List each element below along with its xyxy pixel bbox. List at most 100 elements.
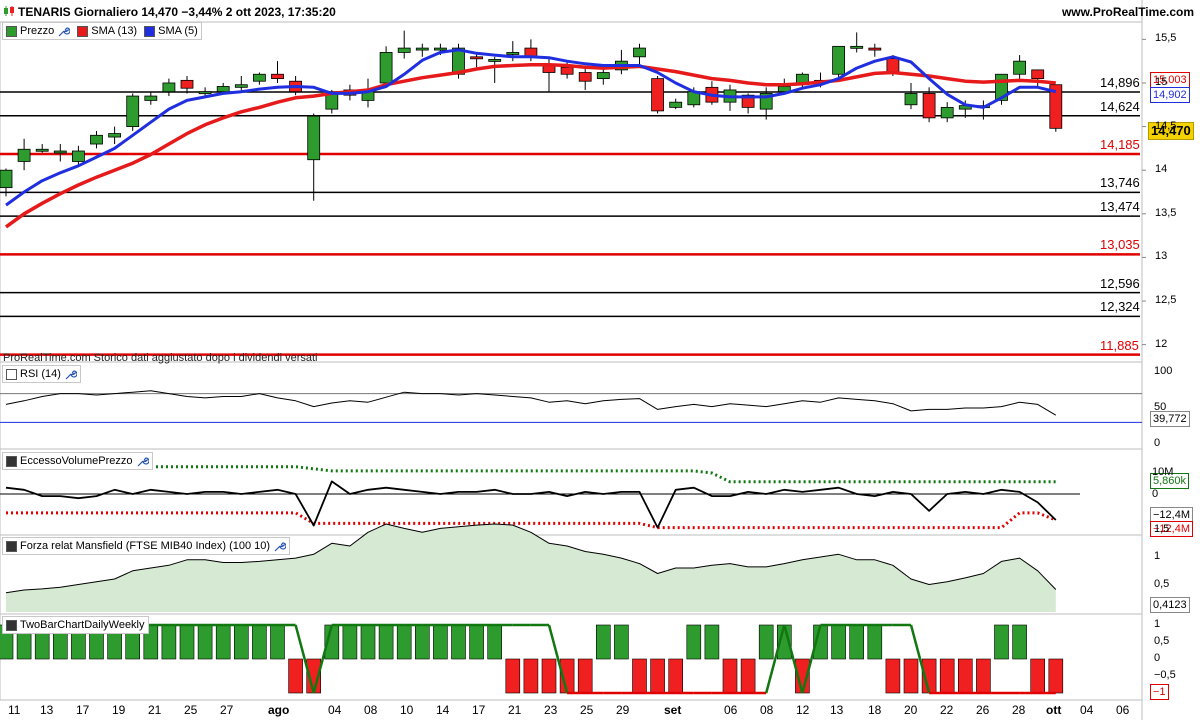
twobar-swatch xyxy=(6,619,17,631)
twobar-bar xyxy=(704,624,720,660)
candle-body xyxy=(216,86,230,93)
twobar-axis-tick: 0 xyxy=(1154,652,1161,664)
twobar-weekly-line xyxy=(312,624,334,694)
candle-body xyxy=(868,47,882,51)
twobar-last-tag: −1 xyxy=(1150,684,1169,700)
mansfield-area xyxy=(6,524,1056,612)
candle-body xyxy=(651,78,664,112)
level-label: 13,746 xyxy=(1100,175,1140,191)
twobar-bar xyxy=(686,624,702,660)
x-axis-label: 21 xyxy=(508,703,522,717)
twobar-axis-tick: −0,5 xyxy=(1154,669,1176,681)
wrench-icon[interactable] xyxy=(64,368,77,381)
candle-body xyxy=(379,52,393,84)
x-axis-label: 06 xyxy=(1116,703,1130,717)
twobar-axis-tick: 1 xyxy=(1154,618,1161,630)
x-axis-label: set xyxy=(664,703,682,717)
chart-header: TENARIS Giornaliero 14,470 −3,44% 2 ott … xyxy=(0,0,1200,22)
price-legend[interactable]: Prezzo SMA (13) SMA (5) xyxy=(2,22,202,40)
candle-body xyxy=(633,47,646,58)
level-label: 14,896 xyxy=(1100,75,1140,91)
x-axis-label: 10 xyxy=(400,703,414,717)
evp-axis-10m: 10M xyxy=(1152,466,1174,478)
twobar-weekly-line xyxy=(294,624,315,694)
twobar-weekly-line xyxy=(547,624,569,694)
x-axis-label: 19 xyxy=(112,703,126,717)
twobar-bar xyxy=(252,624,267,660)
mansfield-line xyxy=(5,523,1057,594)
sma13-swatch xyxy=(77,25,89,37)
candle-body xyxy=(940,106,954,119)
candle-body xyxy=(397,47,411,53)
mansfield-axis-tick: 0,5 xyxy=(1154,577,1170,590)
candle-body xyxy=(108,133,121,138)
x-axis-label: 06 xyxy=(724,703,738,717)
twobar-bar xyxy=(161,624,177,660)
wrench-icon[interactable] xyxy=(136,455,149,468)
x-axis-label: 26 xyxy=(976,703,990,717)
twobar-bar xyxy=(541,658,557,694)
candle-body xyxy=(922,93,936,119)
rsi-last-tag: 39,772 xyxy=(1150,411,1190,427)
twobar-bar xyxy=(758,624,774,660)
x-axis-label: 13 xyxy=(40,703,54,717)
price-axis-tick: 15,5 xyxy=(1155,32,1177,45)
level-label: 14,624 xyxy=(1100,98,1140,114)
candle-body xyxy=(1013,60,1026,75)
twobar-weekly-line xyxy=(801,624,822,694)
twobar-weekly-line xyxy=(909,624,931,694)
twobar-bar xyxy=(939,658,955,694)
sma5-swatch xyxy=(144,25,156,37)
twobar-axis-tick: 0,5 xyxy=(1154,635,1170,647)
candle-body xyxy=(271,73,284,80)
twobar-weekly-line xyxy=(783,624,804,694)
rsi-axis-0: 0 xyxy=(1154,437,1161,449)
level-label: 11,885 xyxy=(1100,337,1139,353)
rsi-legend[interactable]: RSI (14) xyxy=(2,365,81,383)
twobar-bar xyxy=(505,658,521,694)
x-axis-label: 28 xyxy=(1012,703,1026,717)
x-axis-label: 22 xyxy=(940,703,954,717)
sma13-legend-label: SMA (13) xyxy=(91,25,138,37)
evp-upper-band xyxy=(6,465,1056,484)
twobar-bar xyxy=(722,658,738,694)
twobar-bar xyxy=(451,624,466,660)
twobar-legend[interactable]: TwoBarChartDailyWeekly xyxy=(2,616,149,634)
mansfield-legend-label: Forza relat Mansfield (FTSE MIB40 Index)… xyxy=(20,540,271,552)
x-axis-label: 23 xyxy=(544,703,558,717)
evp-legend[interactable]: EccessoVolumePrezzo xyxy=(2,452,153,470)
price-axis-tick: 14,5 xyxy=(1155,119,1177,132)
candle-body xyxy=(90,134,103,145)
x-axis-label: 04 xyxy=(328,703,342,717)
twobar-bar xyxy=(867,624,883,660)
candle-body xyxy=(415,47,429,51)
price-axis-tick: 12 xyxy=(1155,337,1168,350)
wrench-icon[interactable] xyxy=(273,540,287,553)
evp-lower-tag-a: −12,4M xyxy=(1150,507,1193,523)
candle-body xyxy=(144,95,158,101)
twobar-bar xyxy=(378,624,394,660)
sma5-line xyxy=(5,48,1057,207)
evp-zero-tag: 0 xyxy=(1152,488,1159,500)
twobar-bar xyxy=(903,658,919,694)
twobar-bar xyxy=(885,658,901,694)
x-axis-label: 27 xyxy=(220,703,234,717)
candle-body xyxy=(777,86,791,93)
twobar-bar xyxy=(270,624,285,660)
twobar-bar xyxy=(469,624,484,660)
x-axis-label: 12 xyxy=(796,703,810,717)
price-axis-tick: 14 xyxy=(1155,163,1168,176)
candle-body xyxy=(578,72,592,82)
level-label: 12,324 xyxy=(1100,299,1140,315)
candle-body xyxy=(506,52,520,55)
candle-body xyxy=(669,101,683,108)
wrench-icon[interactable] xyxy=(57,25,71,38)
x-axis-label: 08 xyxy=(760,703,774,717)
x-axis-label: ago xyxy=(268,703,290,717)
mansfield-axis-tick: 1,5 xyxy=(1154,522,1170,535)
candle-body xyxy=(433,47,447,51)
candle-body xyxy=(886,58,900,73)
evp-upper-tag: 5,860k xyxy=(1150,473,1190,489)
mansfield-legend[interactable]: Forza relat Mansfield (FTSE MIB40 Index)… xyxy=(2,537,291,555)
